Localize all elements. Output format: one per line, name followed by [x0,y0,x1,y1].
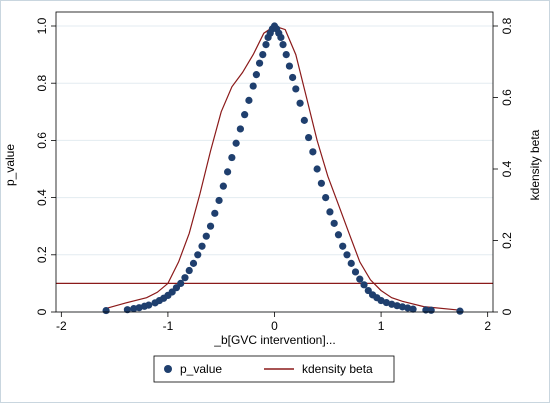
scatter-point [194,251,202,259]
scatter-point [285,62,294,70]
scatter-point [282,51,290,59]
y-tick-label-left: 0.2 [35,246,49,263]
scatter-point [198,242,206,250]
scatter-point [456,307,464,315]
scatter-point [279,40,287,49]
scatter-point [277,33,285,42]
y-tick-label-left: 0.6 [35,132,49,149]
scatter-point [255,59,264,67]
y-tick-label-right: 0.2 [500,232,514,249]
legend-label-p-value: p_value [180,362,222,376]
x-tick-label: 0 [271,319,278,333]
scatter-point [339,242,347,250]
scatter-point [292,85,300,93]
scatter-point [300,116,308,124]
scatter-point [228,153,236,162]
scatter-point [102,306,110,315]
scatter-point [259,51,267,59]
scatter-point [427,306,435,314]
legend-marker-p-value [164,365,172,373]
legend: p_value kdensity beta [153,355,395,383]
scatter-point [309,148,317,156]
points-layer [102,22,464,315]
x-tick-label: -2 [56,319,67,333]
y-tick-label-left: 0.8 [35,75,49,92]
scatter-point [317,179,325,187]
scatter-point [356,275,364,283]
y-axis-label-left: p_value [3,144,17,186]
y-tick-label-left: 0 [35,308,49,315]
scatter-point [343,251,351,259]
scatter-point [189,259,198,267]
scatter-point [123,306,132,314]
y-tick-label-right: 0.4 [500,160,514,177]
scatter-point [330,219,338,227]
x-axis-label: _b[GVC intervention]... [213,333,335,347]
scatter-point [185,266,193,275]
scatter-point [181,274,189,282]
scatter-point [130,304,138,313]
scatter-point [245,96,253,104]
y-tick-label-right: 0 [500,308,514,315]
scatter-point [219,182,227,190]
scatter-point [347,259,355,267]
scatter-point [145,301,153,309]
scatter-point [351,268,360,276]
scatter-point [322,194,330,202]
scatter-point [262,40,270,49]
y-tick-label-left: 1.0 [35,17,49,34]
scatter-point [177,279,185,287]
scatter-point [360,281,368,289]
scatter-point [409,305,417,313]
scatter-point [326,208,334,216]
scatter-point [206,222,215,230]
legend-label-kdensity: kdensity beta [302,362,373,376]
y-tick-label-right: 0.6 [500,89,514,106]
y-tick-label-right: 0.8 [500,17,514,34]
scatter-point [249,82,257,90]
x-tick-label: -1 [163,319,174,333]
x-tick-label: 1 [378,319,385,333]
y-tick-label-left: 0.4 [35,189,49,206]
scatter-point [305,133,313,142]
scatter-point [211,209,219,217]
scatter-point [252,71,260,79]
x-tick-label: 2 [484,319,491,333]
scatter-point [289,73,297,82]
axes-layer: -2 -1 0 1 2 0 0.2 0.4 0.6 0.8 1.0 0 0.2 0.4 0.6 0.8 [35,11,514,333]
scatter-point [202,232,210,240]
scatter-point [215,196,223,205]
scatter-point [224,168,232,176]
scatter-point [241,111,249,119]
scatter-point [313,165,321,173]
scatter-point [232,139,240,147]
scatter-point [296,99,304,107]
scatter-point [236,125,244,133]
y-axis-label-right: kdensity beta [528,129,542,200]
scatter-point [334,231,343,239]
